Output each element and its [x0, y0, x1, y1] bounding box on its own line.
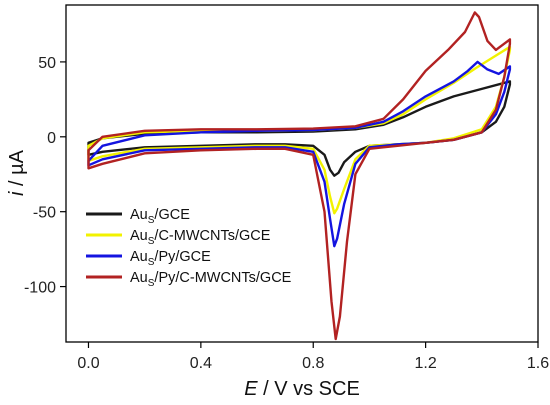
x-tick-label: 0.4 [190, 355, 212, 372]
x-tick-label: 0.8 [302, 355, 324, 372]
legend-label: AuS/C-MWCNTs/GCE [130, 228, 271, 247]
legend-label: AuS/Py/C-MWCNTs/GCE [130, 270, 292, 289]
x-axis-title: E / V vs SCE [244, 378, 360, 400]
axis-ticks: 0.0 0.4 0.8 1.2 1.6 50 0 -50 -100 [24, 55, 549, 372]
x-tick-label: 1.2 [414, 355, 436, 372]
y-axis-title: i / µA [6, 149, 28, 196]
plot-frame [65, 4, 539, 343]
y-tick-label: 50 [38, 55, 56, 72]
y-tick-label: -100 [24, 280, 56, 297]
series-line-4 [87, 11, 512, 341]
y-tick-label: -50 [33, 205, 56, 222]
x-tick-label: 1.6 [527, 355, 549, 372]
series-group [87, 11, 512, 341]
legend-label: AuS/Py/GCE [130, 249, 211, 268]
y-tick-label: 0 [47, 130, 56, 147]
legend: AuS/GCE AuS/C-MWCNTs/GCE AuS/Py/GCE AuS/Py/… [86, 207, 292, 289]
legend-label: AuS/GCE [130, 207, 190, 226]
x-tick-label: 0.0 [77, 355, 99, 372]
